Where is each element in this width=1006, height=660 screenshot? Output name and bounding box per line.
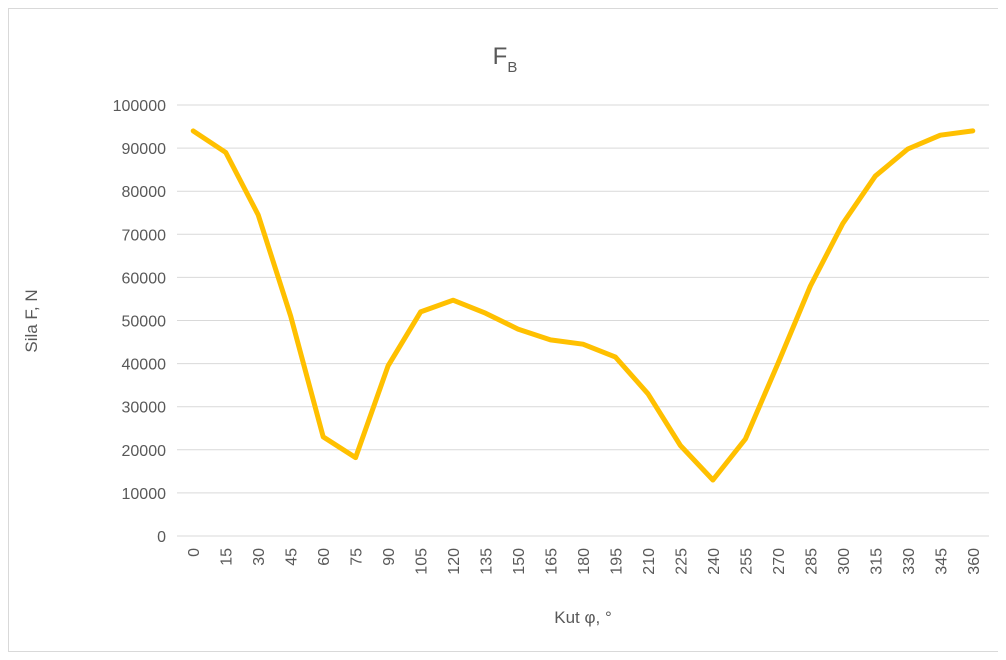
x-tick-label: 360 [966, 548, 983, 575]
x-tick-label: 45 [284, 548, 301, 566]
y-tick-label: 90000 [122, 141, 167, 158]
y-tick-label: 50000 [122, 314, 167, 331]
x-tick-label: 330 [901, 548, 918, 575]
y-axis-title: Sila F, N [22, 289, 41, 352]
y-tick-label: 20000 [122, 443, 167, 460]
x-tick-label: 285 [803, 548, 820, 575]
y-tick-label: 60000 [122, 270, 167, 287]
x-tick-label: 210 [641, 548, 658, 575]
x-tick-label: 300 [836, 548, 853, 575]
y-tick-label: 0 [157, 529, 166, 546]
x-tick-label: 165 [544, 548, 561, 575]
x-tick-label: 60 [316, 548, 333, 566]
x-tick-label: 315 [868, 548, 885, 575]
y-tick-label: 70000 [122, 227, 167, 244]
x-tick-label: 15 [219, 548, 236, 566]
x-tick-label: 135 [479, 548, 496, 575]
x-tick-label: 255 [738, 548, 755, 575]
x-tick-label: 180 [576, 548, 593, 575]
chart-title-main: F [493, 43, 508, 70]
x-tick-label: 75 [349, 548, 366, 566]
x-axis-title: Kut φ, ° [554, 608, 612, 627]
x-tick-label: 270 [771, 548, 788, 575]
series-line [190, 128, 976, 483]
x-tick-label: 195 [608, 548, 625, 575]
x-tick-label: 225 [673, 548, 690, 575]
x-tick-label: 150 [511, 548, 528, 575]
x-tick-label: 345 [933, 548, 950, 575]
x-tick-label: 240 [706, 548, 723, 575]
y-tick-label: 40000 [122, 357, 167, 374]
x-tick-label: 0 [186, 548, 203, 557]
y-tick-label: 30000 [122, 400, 167, 417]
chart-title-subscript: B [507, 59, 517, 76]
y-tick-label: 100000 [113, 98, 166, 115]
x-tick-label: 105 [414, 548, 431, 575]
y-tick-label: 80000 [122, 184, 167, 201]
y-tick-label: 10000 [122, 486, 167, 503]
x-tick-label: 90 [381, 548, 398, 566]
x-tick-label: 120 [446, 548, 463, 575]
x-tick-label: 30 [251, 548, 268, 566]
chart-frame [8, 8, 998, 652]
chart-title: FB [493, 43, 518, 76]
